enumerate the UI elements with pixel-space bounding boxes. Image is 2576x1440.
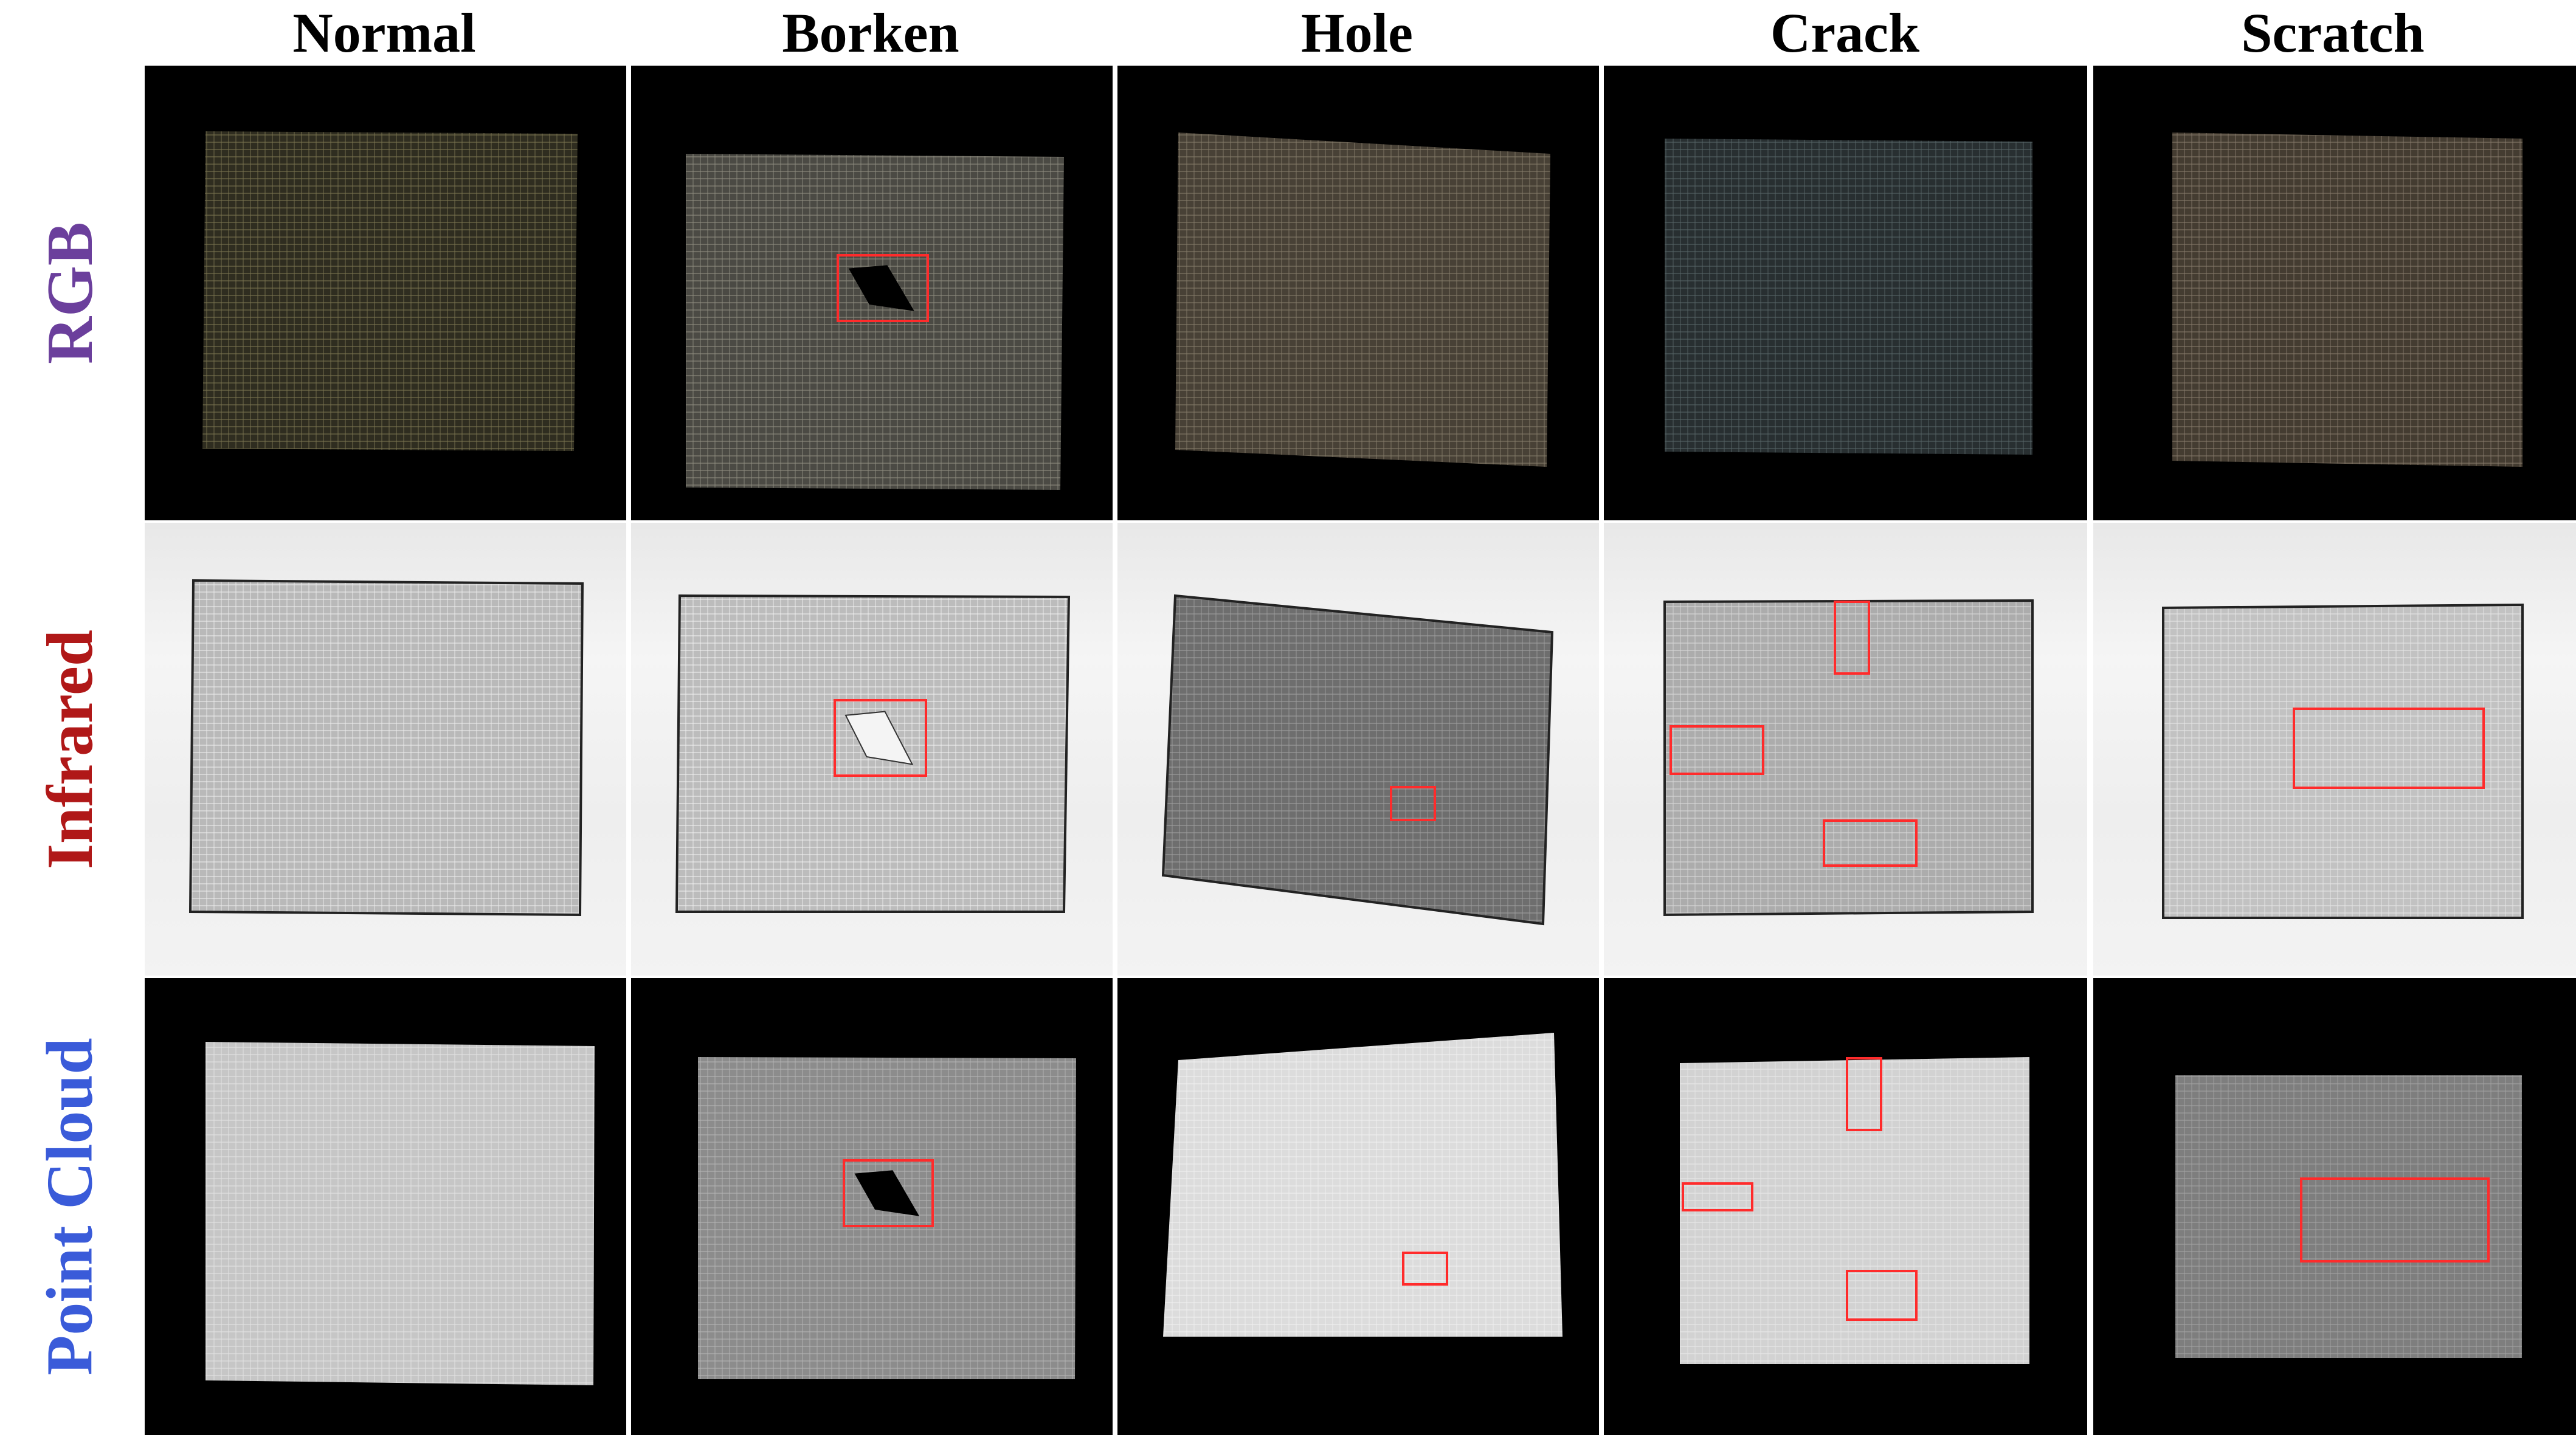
defect-region [854, 1170, 920, 1216]
fabric-sample [2162, 603, 2524, 919]
fabric-sample [1161, 594, 1554, 926]
defect-bounding-box [843, 1159, 934, 1227]
image-rgb-normal [145, 66, 626, 520]
fabric-sample [202, 131, 578, 451]
row-label-point-cloud: Point Cloud [0, 978, 141, 1435]
image-infrared-scratch [2093, 523, 2576, 976]
column-label-crack: Crack [1770, 2, 1920, 64]
column-label-normal: Normal [292, 2, 476, 64]
image-infrared-hole [1117, 523, 1599, 976]
image-point-cloud-crack [1604, 978, 2087, 1435]
fabric-sample [698, 1057, 1076, 1379]
image-point-cloud-scratch [2093, 978, 2576, 1435]
image-rgb-crack [1604, 66, 2087, 520]
row-label-rgb-text: RGB [34, 221, 107, 365]
image-point-cloud-borken [631, 978, 1113, 1435]
defect-region [848, 265, 914, 311]
defect-region [844, 711, 914, 765]
image-infrared-borken [631, 523, 1113, 976]
fabric-sample [1680, 1057, 2029, 1364]
row-label-rgb: RGB [0, 66, 141, 520]
row-label-infrared-text: Infrared [34, 629, 107, 869]
image-point-cloud-normal [145, 978, 626, 1435]
defect-bounding-box [1846, 1057, 1882, 1131]
defect-bounding-box [834, 699, 927, 777]
image-point-cloud-hole [1117, 978, 1599, 1435]
defect-bounding-box [1390, 786, 1436, 821]
defect-bounding-box [1682, 1182, 1753, 1211]
fabric-sample [2175, 1075, 2522, 1358]
column-label-scratch: Scratch [2241, 2, 2425, 64]
fabric-sample [205, 1042, 595, 1385]
row-label-point-cloud-text: Point Cloud [34, 1038, 107, 1376]
defect-bounding-box [1823, 819, 1918, 867]
fabric-sample [1175, 133, 1550, 467]
column-label-borken: Borken [782, 2, 959, 64]
defect-bounding-box [837, 254, 929, 322]
defect-bounding-box [2300, 1177, 2490, 1263]
defect-bounding-box [1846, 1270, 1918, 1321]
row-label-infrared: Infrared [0, 523, 141, 976]
image-rgb-borken [631, 66, 1113, 520]
fabric-sample [1163, 1033, 1563, 1337]
image-rgb-scratch [2093, 66, 2576, 520]
image-infrared-crack [1604, 523, 2087, 976]
image-infrared-normal [145, 523, 626, 976]
defect-bounding-box [1402, 1252, 1448, 1286]
column-label-hole: Hole [1301, 2, 1413, 64]
defect-bounding-box [1834, 601, 1870, 675]
fabric-sample [2172, 133, 2522, 467]
defect-bounding-box [2293, 708, 2485, 789]
fabric-sample [188, 579, 584, 917]
fabric-sample [1665, 139, 2032, 455]
defect-bounding-box [1670, 725, 1764, 775]
image-rgb-hole [1117, 66, 1599, 520]
fabric-sample [1663, 599, 2034, 917]
